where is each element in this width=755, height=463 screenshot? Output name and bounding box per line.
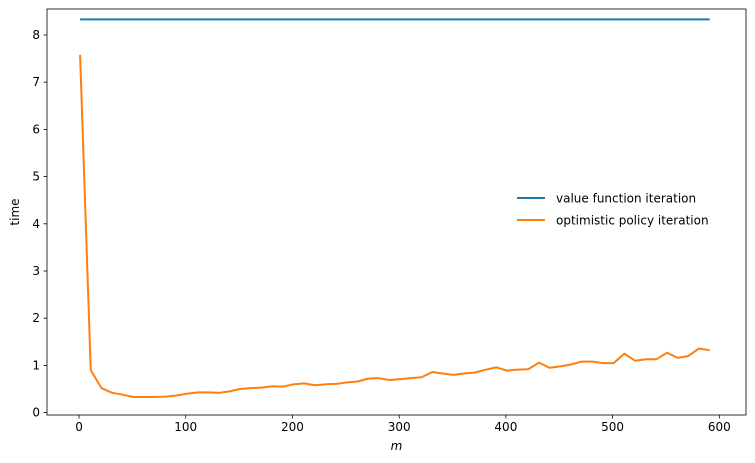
y-tick-label: 0 (32, 406, 40, 420)
x-axis-ticks: 0 100 200 300 400 500 600 (75, 415, 731, 434)
x-tick-label: 500 (601, 420, 624, 434)
series-line-2 (79, 54, 710, 399)
x-tick-label: 600 (708, 420, 731, 434)
plot-lines (79, 18, 710, 399)
legend: value function iteration optimistic polic… (517, 192, 709, 228)
y-tick-label: 3 (32, 264, 40, 278)
y-axis-label: time (8, 198, 22, 225)
y-tick-label: 1 (32, 358, 40, 372)
y-tick-label: 5 (32, 170, 40, 184)
x-tick-label: 200 (281, 420, 304, 434)
legend-label: value function iteration (556, 192, 696, 206)
y-axis-ticks: 0 1 2 3 4 5 6 7 8 (32, 28, 47, 420)
x-tick-label: 300 (388, 420, 411, 434)
plot-frame (46, 8, 747, 416)
y-tick-label: 8 (32, 28, 40, 42)
x-tick-label: 400 (494, 420, 517, 434)
x-tick-label: 0 (75, 420, 83, 434)
y-tick-label: 2 (32, 311, 40, 325)
x-tick-label: 100 (174, 420, 197, 434)
y-tick-label: 4 (32, 217, 40, 231)
legend-label: optimistic policy iteration (556, 214, 709, 228)
x-axis-label: m (391, 439, 403, 453)
y-tick-label: 6 (32, 122, 40, 136)
y-tick-label: 7 (32, 75, 40, 89)
